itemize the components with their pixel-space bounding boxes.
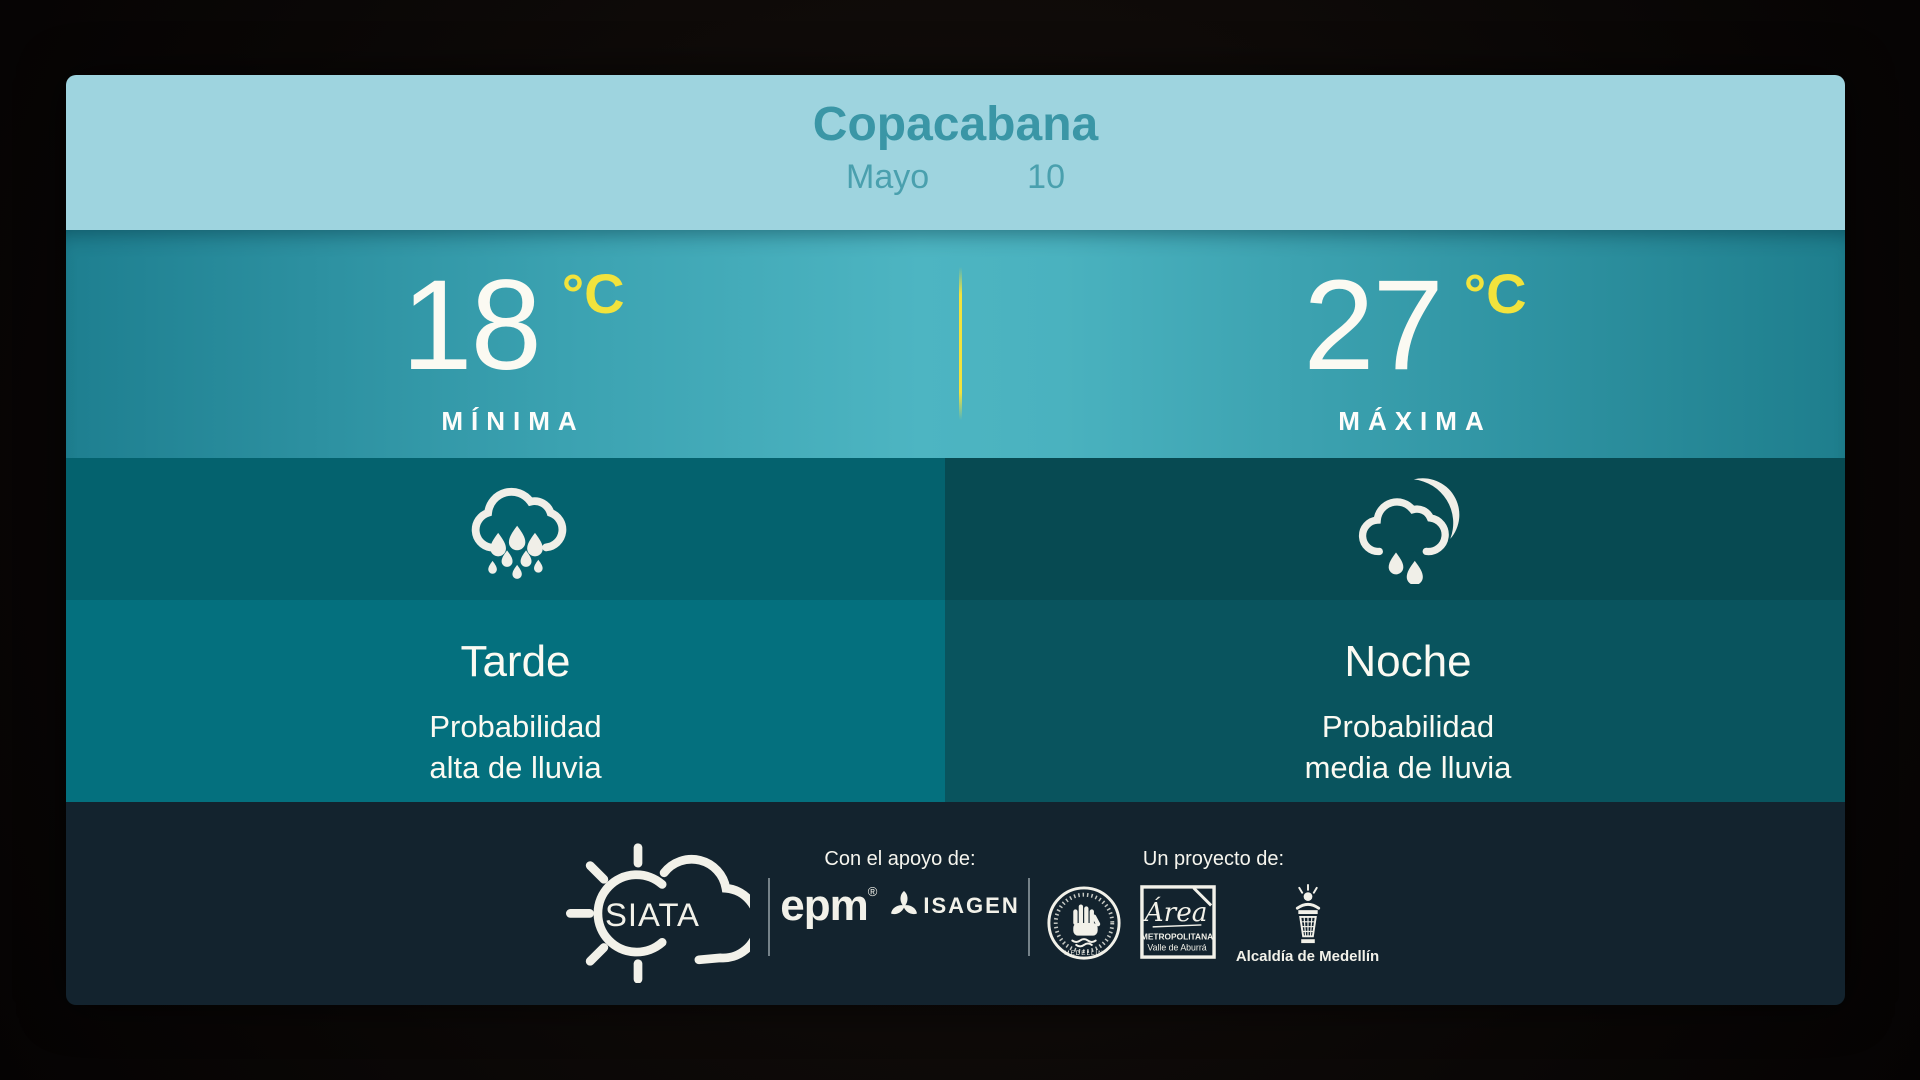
night-probability-line2: media de lluvia	[1304, 750, 1512, 785]
isagen-pinwheel-icon	[891, 891, 918, 915]
date-day: 10	[1027, 158, 1065, 196]
isagen-wordmark: ISAGEN	[923, 893, 1020, 918]
max-temperature-label: MÁXIMA	[1338, 406, 1492, 436]
min-temperature-unit: °C	[561, 262, 625, 325]
alcaldia-wordmark: Alcaldía de Medellín	[1235, 948, 1380, 965]
alcaldia-logo: Alcaldía de Medellín	[1233, 884, 1383, 965]
min-temperature-row: 18 °C	[401, 262, 624, 390]
weather-card: Copacabana Mayo 10 18 °C MÍNIMA 27 °C MÁ…	[66, 75, 1845, 1005]
area-caps-label: METROPOLITANA	[1140, 932, 1212, 942]
afternoon-icon-zone	[66, 458, 945, 600]
date-month: Mayo	[846, 158, 930, 196]
night-text-zone: Noche Probabilidad media de lluvia	[945, 600, 1845, 802]
max-temperature-unit: °C	[1463, 262, 1527, 325]
header: Copacabana Mayo 10	[66, 75, 1845, 230]
afternoon-probability: Probabilidad alta de lluvia	[86, 706, 945, 788]
dagrd-medellin-seal-icon: MEDELLÍN	[1046, 886, 1121, 960]
moon-rain-cloud-icon	[1358, 478, 1460, 584]
afternoon-probability-line2: alta de lluvia	[429, 750, 602, 785]
afternoon-probability-line1: Probabilidad	[429, 709, 602, 744]
afternoon-title: Tarde	[460, 637, 571, 686]
alcaldia-emblem-icon	[1295, 884, 1320, 944]
night-probability-line1: Probabilidad	[1321, 709, 1495, 744]
temperature-divider-line	[959, 267, 962, 420]
footer: SIATA Con el apoyo de: epm ®	[66, 802, 1845, 1005]
seal-city-label: MEDELLÍN	[1064, 948, 1103, 957]
project-label: Un proyecto de:	[1142, 848, 1285, 870]
area-metropolitana-logo: Área METROPOLITANA Valle de Aburrá	[1139, 885, 1216, 959]
heavy-rain-cloud-icon	[471, 487, 566, 579]
night-title: Noche	[1344, 637, 1472, 686]
epm-logo: epm ®	[780, 881, 878, 930]
max-temperature-block: 27 °C MÁXIMA	[985, 230, 1845, 458]
page-title: Copacabana	[812, 98, 1099, 151]
project-logos: MEDELLÍN Área METROPOLITANA Valle de Abu…	[1041, 884, 1386, 965]
epm-registered-mark: ®	[867, 884, 878, 899]
min-temperature-block: 18 °C MÍNIMA	[66, 230, 985, 458]
date: Mayo 10	[846, 157, 1065, 197]
support-group: Con el apoyo de: epm ® ISAGEN	[780, 848, 1020, 930]
night-probability: Probabilidad media de lluvia	[971, 706, 1845, 788]
siata-sun-cloud-icon: SIATA	[565, 843, 763, 984]
max-temperature-row: 27 °C	[1303, 262, 1526, 390]
night-icon-zone	[945, 458, 1845, 600]
night-panel: Noche Probabilidad media de lluvia	[945, 458, 1845, 802]
area-script-label: Área	[1142, 896, 1207, 928]
footer-divider-1	[768, 878, 770, 956]
min-temperature-value: 18	[401, 254, 541, 397]
support-label: Con el apoyo de:	[824, 848, 976, 870]
siata-wordmark: SIATA	[605, 896, 700, 933]
forecast-panels: Tarde Probabilidad alta de lluvia	[66, 458, 1845, 802]
max-temperature-value: 27	[1303, 254, 1443, 397]
siata-logo: SIATA	[555, 838, 763, 988]
area-sub-label: Valle de Aburrá	[1147, 942, 1206, 952]
footer-divider-2	[1028, 878, 1030, 956]
afternoon-text-zone: Tarde Probabilidad alta de lluvia	[66, 600, 945, 802]
afternoon-panel: Tarde Probabilidad alta de lluvia	[66, 458, 945, 802]
project-group: Un proyecto de:	[1041, 848, 1386, 965]
min-temperature-label: MÍNIMA	[441, 406, 585, 436]
support-logos: epm ® ISAGEN	[780, 881, 1020, 930]
epm-wordmark: epm	[780, 881, 868, 930]
temperature-band: 18 °C MÍNIMA 27 °C MÁXIMA	[66, 230, 1845, 458]
isagen-logo: ISAGEN	[889, 890, 1019, 922]
